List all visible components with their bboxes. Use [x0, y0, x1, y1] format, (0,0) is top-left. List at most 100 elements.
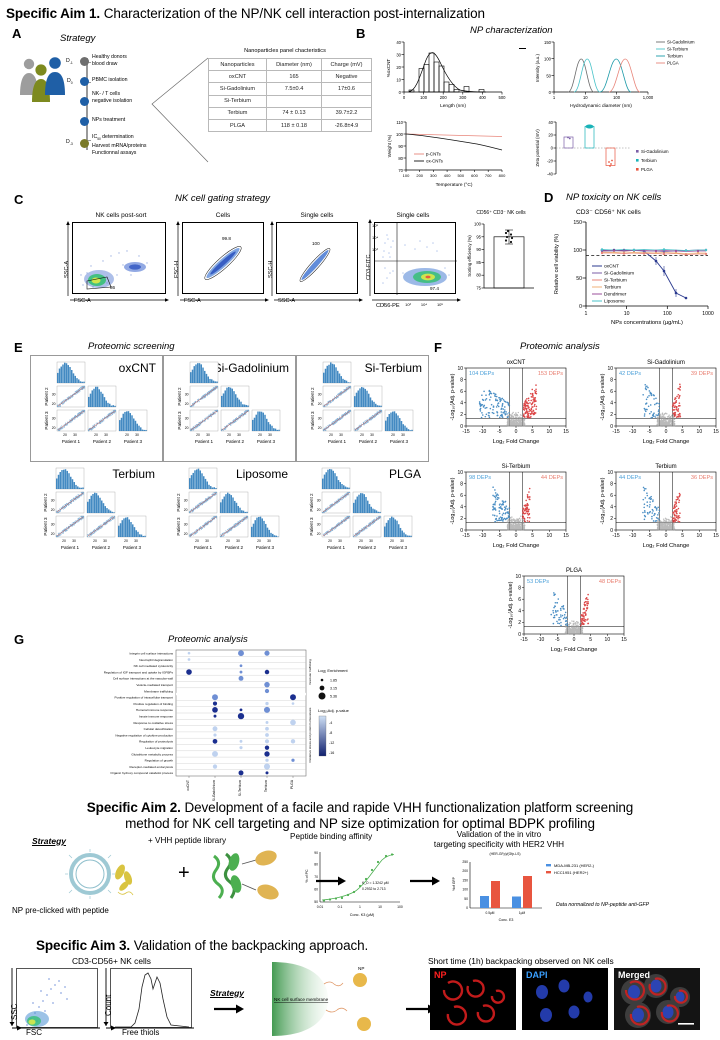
aim3-scatter-xaxis: FSC [26, 1028, 42, 1037]
svg-text:0: 0 [383, 302, 386, 307]
timeline-label-2: NK- / T cells negative isolation [92, 91, 132, 105]
svg-text:0: 0 [460, 424, 463, 430]
np-peptide-illustration [65, 849, 134, 899]
volcano-grid: oxCNT 104 DEPs 153 DEPs 0 2 4 6 8 10 -15 -10 -5 0 5 10… [432, 352, 720, 662]
np-table: Nanoparticles Diameter (nm) Charge (mV) … [208, 57, 372, 133]
cell-charge: 39.7±2.2 [321, 106, 372, 120]
dotplot-dot [265, 733, 269, 737]
svg-text:30: 30 [205, 539, 209, 543]
svg-text:30: 30 [339, 433, 343, 437]
svg-text:20: 20 [360, 433, 364, 437]
timeline-day-4: D-3 [66, 139, 73, 147]
panel-a-letter: A [12, 26, 22, 41]
dotplot-dot [212, 738, 218, 744]
panel-b-letter: B [356, 26, 366, 41]
legend-size-value: 1.85 [330, 679, 337, 683]
svg-text:0: 0 [551, 146, 554, 151]
aim3-hist-xaxis: Free thiols [122, 1028, 160, 1037]
svg-text:8: 8 [610, 377, 613, 383]
svg-text:20: 20 [125, 433, 129, 437]
dotplot-dot [212, 701, 218, 706]
svg-text:Patient 3: Patient 3 [123, 545, 142, 550]
svg-text:300: 300 [430, 173, 437, 178]
vhh-peptide-illustration [211, 850, 279, 900]
svg-text:30: 30 [237, 433, 241, 437]
flow-xaxis-1: FSC-A [184, 298, 201, 304]
svg-text:10: 10 [547, 429, 553, 435]
svg-text:8: 8 [460, 377, 463, 383]
pathway-label: Cell surface interactions at the vascula… [113, 677, 173, 681]
svg-text:-5: -5 [497, 429, 502, 435]
svg-text:30: 30 [51, 523, 55, 527]
svg-text:20: 20 [318, 402, 322, 406]
svg-text:Patient 2: Patient 2 [93, 439, 112, 444]
svg-text:800: 800 [499, 173, 506, 178]
dls-legend-0: Si-Gadolinium [667, 40, 695, 45]
svg-text:10: 10 [697, 429, 703, 435]
pathway-label: Innate immune response [139, 714, 173, 718]
pathway-label: Regulation of growth [145, 759, 174, 763]
dls-ylabel: Intensity (a.u.) [535, 54, 540, 82]
svg-text:Si-Gadolinium: Si-Gadolinium [647, 360, 685, 366]
dotplot-dot [265, 758, 269, 762]
dotplot-dot [237, 712, 245, 720]
svg-text:10⁴: 10⁴ [421, 302, 427, 307]
svg-text:20: 20 [52, 402, 56, 406]
her2-note: Data normalized to NP-peptide anti-GFP [556, 902, 650, 908]
np-table-wrap: Nanoparticles Diameter (nm) Charge (mV) … [208, 57, 372, 133]
svg-text:20: 20 [257, 539, 261, 543]
tox-legend-2: Si-Terbium [604, 278, 627, 284]
svg-text:Patient 3: Patient 3 [389, 545, 408, 550]
svg-text:Patient 1: Patient 1 [195, 439, 214, 444]
svg-text:150: 150 [573, 220, 582, 226]
donors-icon [20, 57, 65, 102]
dotplot-xtick: PLGA [290, 779, 294, 789]
svg-text:40: 40 [548, 120, 553, 125]
flow-title-3: Single cells [396, 212, 430, 219]
tox-legend-3: Terbium [604, 285, 621, 291]
her2-ylabel: %of GFP [452, 876, 456, 890]
pairplot-terbium: Terbium Patient 2 20 30 Patient 3 20 30 Patient… [30, 462, 163, 569]
dotplot-dot [264, 688, 270, 694]
panel-d-letter: D [544, 190, 554, 205]
svg-text:-10: -10 [479, 429, 486, 435]
svg-text:Patient 1: Patient 1 [194, 545, 213, 550]
svg-text:1: 1 [553, 95, 556, 100]
legend-colorbar [318, 715, 327, 757]
aim2-val-l2: targeting specificity with HER2 VHH [433, 840, 565, 849]
svg-text:200: 200 [440, 95, 448, 100]
dotplot-dot [213, 733, 217, 737]
svg-text:90: 90 [476, 247, 481, 252]
svg-text:100: 100 [613, 95, 621, 100]
svg-text:20: 20 [93, 539, 97, 543]
svg-text:150: 150 [544, 40, 552, 45]
micro-image-np [430, 968, 516, 1030]
dotplot-dot [212, 764, 218, 769]
legend-color-tick: -16 [329, 751, 334, 755]
svg-text:6: 6 [610, 389, 613, 395]
dotplot-group-label: Oxidative stress and protein homeostasis [308, 707, 312, 762]
aim2-l1: Development of a facile and rapide VHH f… [180, 800, 634, 815]
hist-ylabel: %oxCNT [386, 59, 391, 78]
panel-g-letter: G [14, 632, 25, 647]
svg-text:Patient 2: Patient 2 [44, 387, 49, 406]
aim2-strategy-label: Strategy [32, 836, 67, 846]
cell-np: oxCNT [208, 70, 267, 84]
dotplot-dot [239, 746, 243, 750]
legend-size-dot [318, 692, 326, 700]
aim3-histogram-plot [110, 968, 192, 1028]
sorting-ylabel: Sorting efficiency (%) [467, 235, 472, 277]
svg-text:-Log₁₀(Adj. p-value): -Log₁₀(Adj. p-value) [450, 373, 456, 420]
timeline-label-0-l1: Healthy donors [92, 54, 127, 60]
flow-axis-arrows-1 [176, 221, 269, 302]
aim2-l2: method for NK cell targeting and NP size… [125, 816, 595, 831]
timeline-dot-1 [80, 77, 89, 86]
svg-text:20: 20 [329, 433, 333, 437]
svg-text:500: 500 [499, 95, 507, 100]
flow-gate-2: 100 [312, 241, 320, 246]
aim2-affinity-label: Peptide binding affinity [290, 832, 373, 841]
svg-text:Log₂ Fold Change: Log₂ Fold Change [493, 439, 540, 445]
legend-size-title: Log₂ Enrichment [318, 668, 348, 673]
svg-text:500: 500 [457, 173, 464, 178]
micro-label-np: NP [434, 970, 447, 980]
